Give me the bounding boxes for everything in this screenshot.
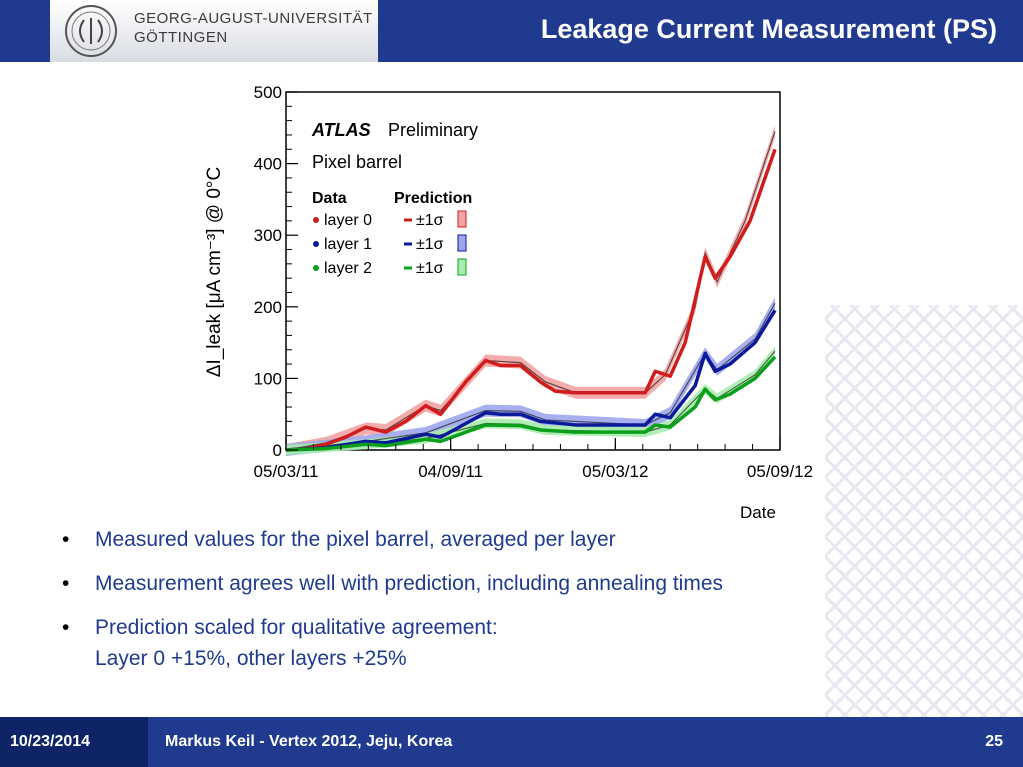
slide-title: Leakage Current Measurement (PS) bbox=[540, 14, 997, 44]
chart-svg: 0 100 200 300 400 500 05/03/11 04/09/11 05/03/12… bbox=[204, 83, 813, 522]
bullet-list: • Measured values for the pixel barrel, a… bbox=[62, 524, 902, 687]
atlas-label: ATLAS bbox=[311, 120, 371, 140]
bullet-item: • Prediction scaled for qualitative agree… bbox=[62, 612, 902, 674]
x-tick-label: 05/03/12 bbox=[582, 462, 648, 481]
bullet-item: • Measured values for the pixel barrel, a… bbox=[62, 524, 902, 555]
layer1-legend-label: layer 1 bbox=[324, 236, 372, 253]
plot-frame bbox=[285, 91, 781, 451]
y-tick-label: 400 bbox=[254, 155, 282, 174]
layer2-legend-marker bbox=[313, 265, 319, 271]
y-tick-label: 100 bbox=[254, 369, 282, 388]
page-number: 25 bbox=[985, 733, 1003, 750]
y-tick-label: 500 bbox=[254, 83, 282, 102]
layer1-legend-marker bbox=[313, 241, 319, 247]
layer1-legend-band-swatch bbox=[457, 234, 467, 252]
layer0-legend-sigma: ±1σ bbox=[416, 212, 444, 229]
bullet-text: Measured values for the pixel barrel, av… bbox=[95, 528, 616, 551]
background-pattern bbox=[825, 305, 1023, 717]
bullet-item: • Measurement agrees well with prediction… bbox=[62, 568, 902, 599]
footer-presenter: Markus Keil - Vertex 2012, Jeju, Korea bbox=[165, 733, 453, 750]
bullet-text: Measurement agrees well with prediction,… bbox=[95, 572, 724, 595]
y-tick-label: 0 bbox=[273, 441, 282, 460]
bullet-text: Prediction scaled for qualitative agreem… bbox=[95, 616, 498, 639]
y-axis-label: ΔI_leak [μA cm⁻³] @ 0°C bbox=[204, 167, 225, 378]
layer2-data-line bbox=[285, 355, 777, 452]
layer1-prediction-line bbox=[285, 302, 776, 451]
bullet-dot-icon: • bbox=[62, 528, 70, 551]
x-axis-label: Date bbox=[740, 503, 776, 522]
bullet-dot-icon: • bbox=[62, 572, 70, 595]
x-tick-label: 04/09/11 bbox=[418, 462, 483, 481]
university-name-line1: GEORG-AUGUST-UNIVERSITÄT bbox=[134, 10, 373, 27]
x-tick-label: 05/09/12 bbox=[747, 462, 813, 481]
footer-date: 10/23/2014 bbox=[10, 733, 91, 750]
layer1-legend-sigma: ±1σ bbox=[416, 236, 444, 253]
layer0-legend-marker bbox=[313, 217, 319, 223]
layer2-legend-label: layer 2 bbox=[324, 260, 372, 277]
layer2-legend-sigma: ±1σ bbox=[416, 260, 444, 277]
header-bar: GEORG-AUGUST-UNIVERSITÄT GÖTTINGEN Leaka… bbox=[0, 0, 1023, 62]
bullet-text: Layer 0 +15%, other layers +25% bbox=[95, 647, 407, 670]
layer0-legend-band-swatch bbox=[457, 210, 467, 228]
atlas-preliminary: Preliminary bbox=[388, 120, 478, 140]
chart-subtitle: Pixel barrel bbox=[312, 152, 402, 172]
footer-bar: 10/23/2014 Markus Keil - Vertex 2012, Je… bbox=[0, 717, 1023, 767]
x-tick-label: 05/03/11 bbox=[254, 462, 319, 481]
legend-data-header: Data bbox=[312, 190, 347, 207]
bullet-dot-icon: • bbox=[62, 616, 70, 639]
university-logo: GEORG-AUGUST-UNIVERSITÄT GÖTTINGEN bbox=[50, 0, 378, 62]
layer2-legend-band-swatch bbox=[457, 258, 467, 276]
university-name-line2: GÖTTINGEN bbox=[134, 29, 228, 46]
layer0-legend-label: layer 0 bbox=[324, 212, 372, 229]
leakage-chart: 0 100 200 300 400 500 05/03/11 04/09/11 05/03/12… bbox=[190, 72, 830, 532]
university-seal-icon bbox=[65, 5, 117, 57]
y-tick-label: 200 bbox=[254, 298, 282, 317]
footer-date-box: 10/23/2014 bbox=[0, 717, 148, 767]
legend-prediction-header: Prediction bbox=[394, 190, 472, 207]
layer0-data-line bbox=[285, 148, 777, 452]
y-tick-label: 300 bbox=[254, 226, 282, 245]
layer1-data-line bbox=[285, 309, 777, 452]
